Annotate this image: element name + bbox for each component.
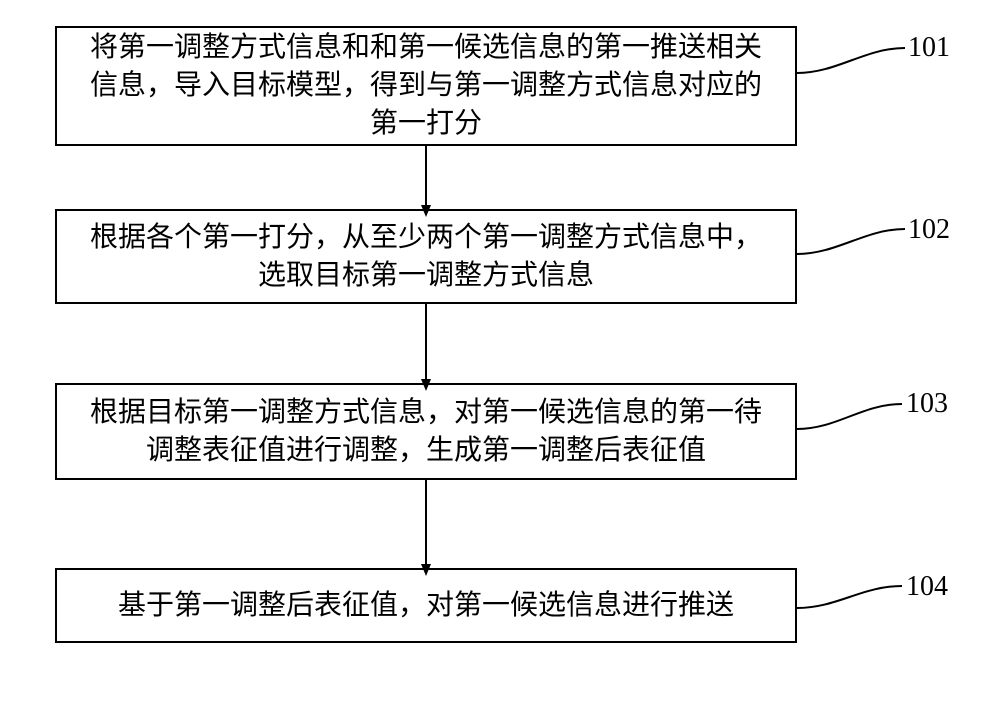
node-label-104: 104 <box>906 571 948 603</box>
flow-node-text: 根据各个第一打分，从至少两个第一调整方式信息中，选取目标第一调整方式信息 <box>77 219 775 295</box>
flow-node-text: 基于第一调整后表征值，对第一候选信息进行推送 <box>118 587 734 625</box>
leader-line <box>797 229 905 254</box>
leader-line <box>797 586 902 608</box>
flow-node-text: 将第一调整方式信息和和第一候选信息的第一推送相关信息，导入目标模型，得到与第一调… <box>77 29 775 142</box>
leader-line <box>797 48 905 73</box>
flow-node-step-1: 将第一调整方式信息和和第一候选信息的第一推送相关信息，导入目标模型，得到与第一调… <box>55 26 797 146</box>
flow-node-text: 根据目标第一调整方式信息，对第一候选信息的第一待调整表征值进行调整，生成第一调整… <box>77 394 775 470</box>
flowchart-canvas: 将第一调整方式信息和和第一候选信息的第一推送相关信息，导入目标模型，得到与第一调… <box>0 0 1000 701</box>
node-label-101: 101 <box>908 32 950 64</box>
leader-line <box>797 404 902 429</box>
flow-node-step-4: 基于第一调整后表征值，对第一候选信息进行推送 <box>55 568 797 643</box>
flow-node-step-2: 根据各个第一打分，从至少两个第一调整方式信息中，选取目标第一调整方式信息 <box>55 209 797 304</box>
node-label-103: 103 <box>906 388 948 420</box>
flow-node-step-3: 根据目标第一调整方式信息，对第一候选信息的第一待调整表征值进行调整，生成第一调整… <box>55 383 797 480</box>
node-label-102: 102 <box>908 214 950 246</box>
